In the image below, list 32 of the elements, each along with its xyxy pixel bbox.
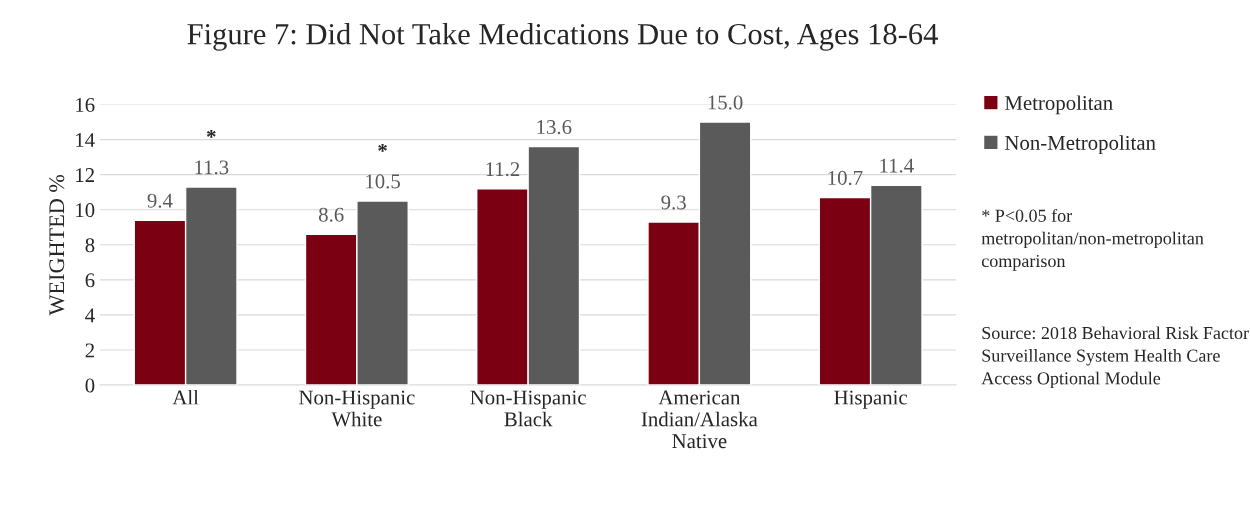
x-tick-label: Non-Hispanic White	[299, 390, 415, 427]
source-note: Source: 2018 Behavioral Risk Factor Surveillance System Health Care Access Optional Module	[981, 326, 1249, 389]
y-tick-label: 4	[85, 308, 95, 323]
x-tick-label: Hispanic	[834, 390, 908, 409]
y-tick-label: 2	[85, 343, 94, 358]
data-label: 15.0	[708, 95, 743, 110]
data-label: 11.2	[486, 162, 520, 177]
y-tick-label: 0	[85, 378, 95, 393]
y-tick-label: 10	[76, 203, 95, 218]
y-tick-label: 8	[85, 238, 95, 253]
y-tick-label: 14	[76, 133, 95, 147]
data-label: 11.3	[195, 160, 229, 175]
x-tick-label: Non-Hispanic Black	[470, 390, 586, 427]
x-tick-label: All	[172, 389, 199, 405]
data-label: 9.3	[661, 195, 686, 210]
y-tick-label: 12	[76, 168, 94, 182]
y-axis-title: WEIGHTED %	[49, 174, 65, 316]
data-label: 11.4	[880, 158, 914, 173]
data-label: 10.7	[828, 170, 863, 185]
data-label: 10.5	[366, 174, 400, 189]
annotation: *	[378, 143, 387, 152]
y-tick-label: 6	[85, 273, 95, 288]
x-tick-label: American Indian/Alaska Native	[641, 390, 758, 449]
legend-label: Non-Metropolitan	[1004, 135, 1156, 155]
chart-title: Figure 7: Did Not Take Medications Due to Cost, Ages 18-64	[187, 22, 938, 51]
annotation: *	[206, 129, 216, 138]
y-tick-label: 16	[76, 97, 95, 112]
data-label: 13.6	[537, 120, 572, 135]
legend-label: Metropolitan	[1004, 95, 1113, 115]
data-label: 8.6	[318, 207, 344, 222]
text: * P<0.05 for metropolitan/non-metropolitan comparison	[981, 208, 1204, 271]
data-label: 9.4	[147, 193, 173, 208]
